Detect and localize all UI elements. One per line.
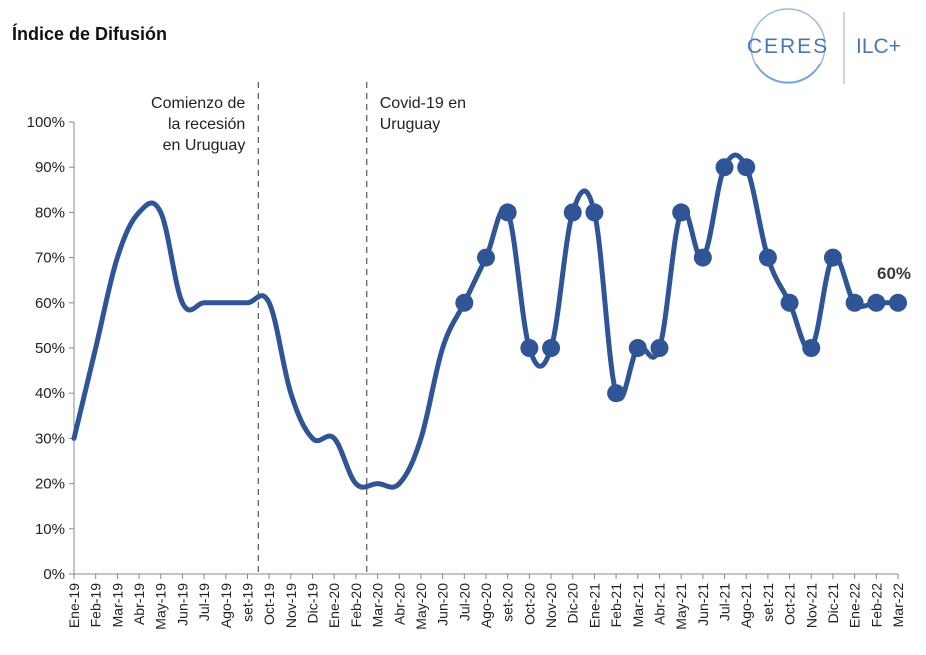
x-tick-label: Mar-22 bbox=[890, 583, 906, 628]
x-tick-label: Jul-20 bbox=[456, 583, 472, 621]
x-tick-label: Ene-22 bbox=[847, 583, 863, 628]
data-point-Nov-20 bbox=[542, 339, 561, 357]
x-tick-label: Jun-21 bbox=[695, 583, 711, 626]
x-tick-label: Ago-19 bbox=[218, 583, 234, 628]
y-tick-label: 100% bbox=[27, 114, 65, 131]
ceres-ilc-logo: CERES ILC+ bbox=[747, 6, 918, 90]
data-point-May-21 bbox=[672, 203, 691, 222]
x-tick-label: Mar-19 bbox=[109, 583, 125, 628]
x-tick-label: Oct-19 bbox=[261, 583, 277, 625]
last-value-label: 60% bbox=[877, 264, 911, 283]
data-point-Jul-21 bbox=[715, 158, 734, 177]
x-tick-label: Dic-19 bbox=[305, 583, 321, 624]
data-point-Ago-20 bbox=[477, 248, 495, 267]
y-tick-label: 70% bbox=[35, 250, 65, 267]
x-tick-label: Mar-20 bbox=[370, 583, 386, 628]
covid-annotation: Covid-19 en bbox=[380, 95, 466, 112]
recession-annotation: la recesión bbox=[168, 116, 245, 133]
x-tick-label: Nov-20 bbox=[543, 583, 559, 628]
x-tick-label: Nov-19 bbox=[283, 583, 299, 628]
data-point-Dic-21 bbox=[823, 248, 842, 267]
x-tick-label: Ene-21 bbox=[586, 583, 602, 628]
x-tick-label: set-19 bbox=[239, 583, 255, 622]
x-tick-label: Dic-20 bbox=[565, 583, 581, 624]
data-point-Oct-21 bbox=[780, 293, 799, 312]
x-tick-label: May-19 bbox=[153, 583, 169, 630]
y-tick-label: 30% bbox=[35, 430, 65, 447]
x-tick-label: May-21 bbox=[673, 583, 689, 630]
x-tick-label: Oct-20 bbox=[521, 583, 537, 625]
data-point-Ago-21 bbox=[737, 158, 756, 177]
data-point-Dic-20 bbox=[563, 203, 582, 222]
x-tick-label: Feb-19 bbox=[88, 583, 104, 628]
data-point-Ene-21 bbox=[585, 203, 604, 222]
data-point-Nov-21 bbox=[802, 339, 821, 357]
data-point-Oct-20 bbox=[520, 339, 539, 357]
x-tick-label: Abr-19 bbox=[131, 583, 147, 625]
x-tick-label: Ago-21 bbox=[738, 583, 754, 628]
data-point-Feb-22 bbox=[867, 293, 886, 312]
x-tick-label: Feb-21 bbox=[608, 583, 624, 628]
data-point-Abr-21 bbox=[650, 339, 669, 357]
logo-ilc-text: ILC+ bbox=[856, 35, 901, 58]
x-tick-label: Abr-20 bbox=[391, 583, 407, 625]
x-tick-label: Abr-21 bbox=[651, 583, 667, 625]
covid-annotation: Uruguay bbox=[380, 116, 440, 133]
data-point-Feb-21 bbox=[607, 384, 626, 403]
chart-title: Índice de Difusión bbox=[12, 24, 168, 44]
y-tick-label: 80% bbox=[35, 204, 65, 221]
y-tick-label: 90% bbox=[35, 159, 65, 176]
recession-annotation: Comienzo de bbox=[151, 95, 245, 112]
series-line bbox=[71, 152, 901, 490]
x-tick-label: Jun-20 bbox=[435, 583, 451, 626]
y-tick-label: 20% bbox=[35, 476, 65, 493]
data-point-Mar-21 bbox=[628, 339, 647, 357]
x-tick-label: Feb-20 bbox=[348, 583, 364, 628]
x-tick-label: May-20 bbox=[413, 583, 429, 630]
data-point-Jul-20 bbox=[455, 293, 474, 312]
x-tick-label: Ene-20 bbox=[326, 583, 342, 628]
x-tick-label: Nov-21 bbox=[803, 583, 819, 628]
logo-ceres-text: CERES bbox=[748, 35, 829, 58]
y-tick-label: 50% bbox=[35, 340, 65, 357]
y-tick-label: 60% bbox=[35, 295, 65, 312]
x-tick-label: Feb-22 bbox=[868, 583, 884, 628]
data-point-set-20 bbox=[498, 203, 517, 222]
x-tick-label: Ene-19 bbox=[66, 583, 82, 628]
y-tick-label: 0% bbox=[43, 566, 65, 583]
x-tick-label: Oct-21 bbox=[782, 583, 798, 625]
x-tick-label: Dic-21 bbox=[825, 583, 841, 624]
data-point-Mar-22 bbox=[889, 293, 907, 312]
y-tick-label: 10% bbox=[35, 521, 65, 538]
x-tick-label: Ago-20 bbox=[478, 583, 494, 628]
x-tick-label: Jul-19 bbox=[196, 583, 212, 621]
recession-annotation: en Uruguay bbox=[163, 137, 246, 154]
data-point-Jun-21 bbox=[693, 248, 712, 267]
x-tick-label: set-21 bbox=[760, 583, 776, 622]
x-tick-label: Jun-19 bbox=[174, 583, 190, 626]
y-tick-label: 40% bbox=[35, 385, 65, 402]
data-point-set-21 bbox=[758, 248, 777, 267]
x-tick-label: Mar-21 bbox=[630, 583, 646, 628]
x-tick-label: set-20 bbox=[500, 583, 516, 622]
x-tick-label: Jul-21 bbox=[717, 583, 733, 621]
data-point-Ene-22 bbox=[845, 293, 864, 312]
